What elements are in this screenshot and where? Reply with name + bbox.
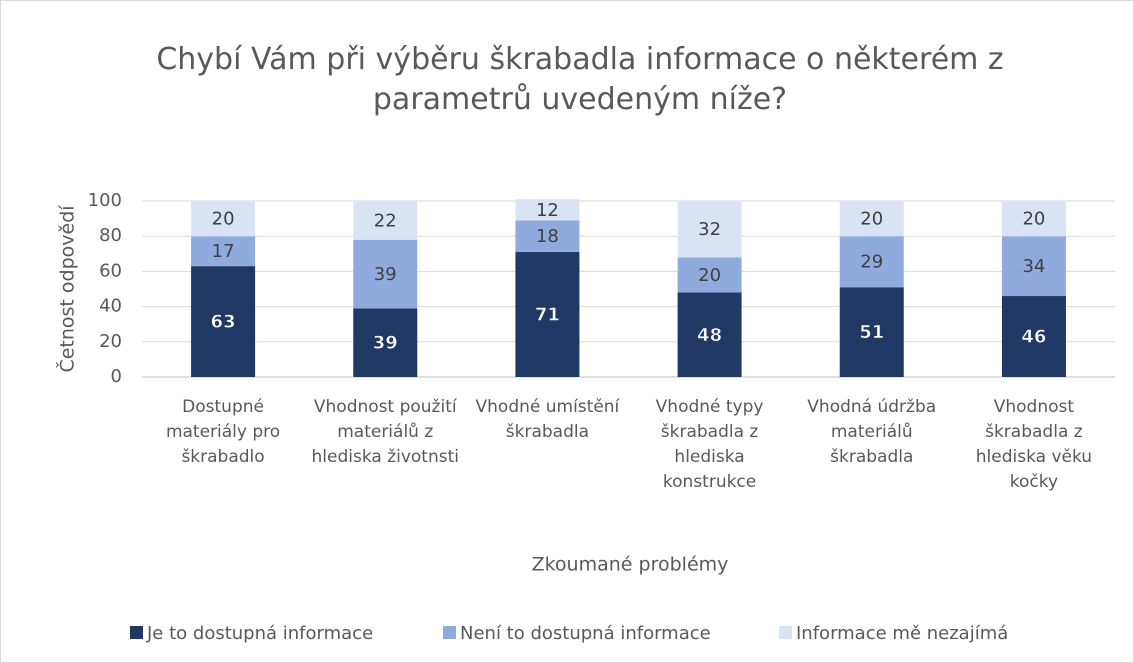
bar-segment: [353, 308, 418, 377]
bar-segment: [1001, 201, 1066, 237]
x-tick-label: Vhodnost škrabadla z hlediska věku kočky: [975, 397, 1093, 492]
x-tick-label: Vhodnost použití materiálů z hlediska ži…: [311, 397, 460, 467]
data-label: 63: [211, 312, 236, 333]
data-label: 71: [535, 305, 560, 326]
bar-segment: [515, 199, 580, 221]
data-label: 20: [860, 209, 883, 230]
y-axis-label: Četnost odpovědí: [55, 205, 79, 373]
bar-segment: [1001, 236, 1066, 297]
y-tick-label: 80: [99, 225, 122, 246]
bar-segment: [839, 287, 904, 377]
bar-segment: [1001, 296, 1066, 377]
y-tick-label: 0: [111, 366, 122, 387]
bar-segment: [839, 201, 904, 237]
bar-segment: [839, 236, 904, 288]
x-tick-label: Vhodné umístění škrabadla: [475, 397, 620, 442]
bar-segment: [353, 201, 418, 240]
data-label: 12: [536, 200, 559, 221]
x-tick-label: Dostupné materiály pro škrabadlo: [165, 397, 281, 467]
data-label: 51: [859, 322, 884, 343]
bar-segment: [191, 266, 256, 377]
y-tick-label: 40: [99, 296, 122, 317]
y-tick-label: 100: [88, 190, 122, 211]
data-label: 29: [860, 252, 883, 273]
x-axis-label: Zkoumané problémy: [532, 554, 729, 576]
data-label: 17: [212, 241, 235, 262]
legend-swatch: [443, 626, 456, 639]
legend-swatch: [130, 626, 143, 639]
x-tick-label: Vhodné typy škrabadla z hlediska konstru…: [655, 397, 764, 492]
data-label: 39: [373, 333, 398, 354]
legend-label: Je to dostupná informace: [146, 623, 373, 644]
data-label: 18: [536, 226, 559, 247]
x-tick-label: Vhodná údržba materiálů škrabadla: [807, 397, 937, 467]
legend-swatch: [779, 626, 792, 639]
bar-segment: [515, 252, 580, 377]
bar-segment: [677, 257, 742, 293]
data-label: 20: [212, 209, 235, 230]
data-label: 48: [697, 325, 722, 346]
data-label: 22: [374, 210, 397, 231]
legend-label: Není to dostupná informace: [460, 623, 711, 644]
legend-label: Informace mě nezajímá: [796, 623, 1008, 644]
bar-segment: [677, 292, 742, 377]
bar-segment: [191, 236, 256, 267]
data-label: 20: [698, 265, 721, 286]
data-label: 32: [698, 219, 721, 240]
bar-segment: [191, 201, 256, 237]
y-tick-label: 60: [99, 260, 122, 281]
data-label: 39: [374, 264, 397, 285]
bar-segment: [353, 239, 418, 309]
bar-segment: [515, 220, 580, 253]
data-label: 34: [1022, 256, 1045, 277]
data-label: 20: [1022, 209, 1045, 230]
chart-title: Chybí Vám při výběru škrabadla informace…: [156, 42, 1003, 117]
y-tick-label: 20: [99, 331, 122, 352]
bar-segment: [677, 201, 742, 258]
data-label: 46: [1021, 327, 1046, 348]
